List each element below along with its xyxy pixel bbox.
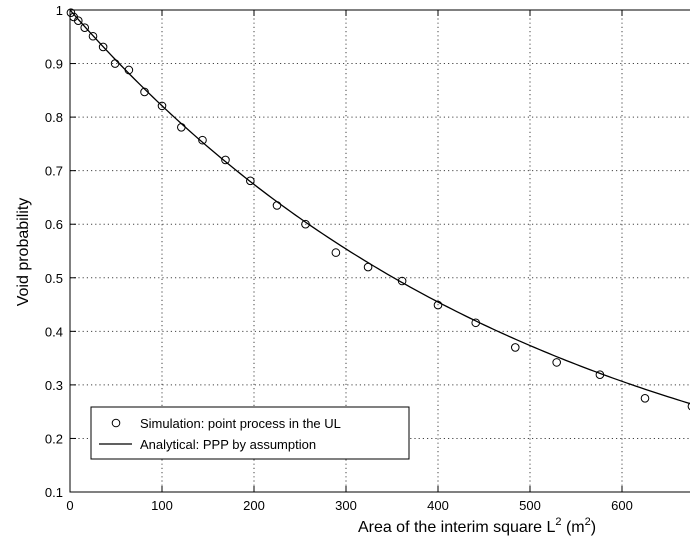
simulation-point (66, 8, 76, 17)
y-axis-label: Void probability (15, 198, 32, 307)
simulation-point (272, 201, 282, 210)
x-tick-label: 300 (335, 498, 357, 513)
y-axis-ticks: 0.1 0.2 0.3 0.4 0.5 0.6 0.7 0.8 0.9 1 (45, 3, 76, 500)
simulation-point (552, 358, 561, 367)
legend: Simulation: point process in the UL Anal… (90, 406, 410, 460)
legend-box (90, 406, 410, 460)
x-tick-label: 0 (66, 498, 73, 513)
simulation-point (246, 176, 255, 186)
simulation-point (640, 393, 650, 403)
simulation-point (221, 155, 230, 165)
simulation-point (124, 65, 134, 75)
simulation-point (301, 219, 310, 229)
simulation-point (110, 59, 120, 68)
simulation-point (331, 248, 341, 257)
simulation-point (363, 262, 373, 272)
simulation-point (397, 276, 407, 286)
simulation-point (198, 135, 207, 145)
grid-lines (70, 10, 690, 492)
simulation-point (510, 343, 520, 352)
simulation-point (471, 318, 481, 328)
simulation-point (157, 101, 167, 111)
simulation-point (73, 16, 83, 26)
y-tick-label: 0.7 (45, 164, 63, 179)
y-tick-label: 0.1 (45, 485, 63, 500)
legend-entry-simulation: Simulation: point process in the UL (140, 416, 341, 431)
simulation-point (80, 23, 90, 32)
simulation-point (98, 42, 108, 52)
y-tick-label: 0.4 (45, 324, 63, 339)
y-tick-label: 0.8 (45, 110, 63, 125)
x-axis-ticks: 0100200300400500600700800900 (66, 10, 633, 513)
x-tick-label: 600 (611, 498, 633, 513)
x-axis-label: Area of the interim square L2 (m2) (358, 516, 596, 536)
simulation-markers (66, 8, 690, 411)
x-tick-label: 500 (519, 498, 541, 513)
simulation-point (140, 87, 149, 97)
simulation-point (433, 300, 443, 310)
simulation-point (687, 402, 690, 411)
y-tick-label: 0.2 (45, 431, 63, 446)
x-tick-label: 400 (427, 498, 449, 513)
analytical-curve (69, 9, 690, 405)
y-tick-label: 0.9 (45, 57, 63, 72)
simulation-point (595, 370, 605, 380)
x-tick-label: 200 (243, 498, 265, 513)
plot-frame (69, 9, 690, 493)
y-tick-label: 0.5 (45, 271, 63, 286)
y-tick-label: 0.6 (45, 217, 63, 232)
legend-marker-circle-icon (111, 418, 121, 428)
y-tick-label: 0.3 (45, 378, 63, 393)
simulation-point (177, 122, 186, 132)
simulation-point (88, 31, 98, 41)
legend-entry-analytical: Analytical: PPP by assumption (140, 437, 316, 452)
x-tick-label: 100 (151, 498, 173, 513)
y-tick-label: 1 (56, 3, 63, 18)
analytical-line (69, 9, 690, 405)
